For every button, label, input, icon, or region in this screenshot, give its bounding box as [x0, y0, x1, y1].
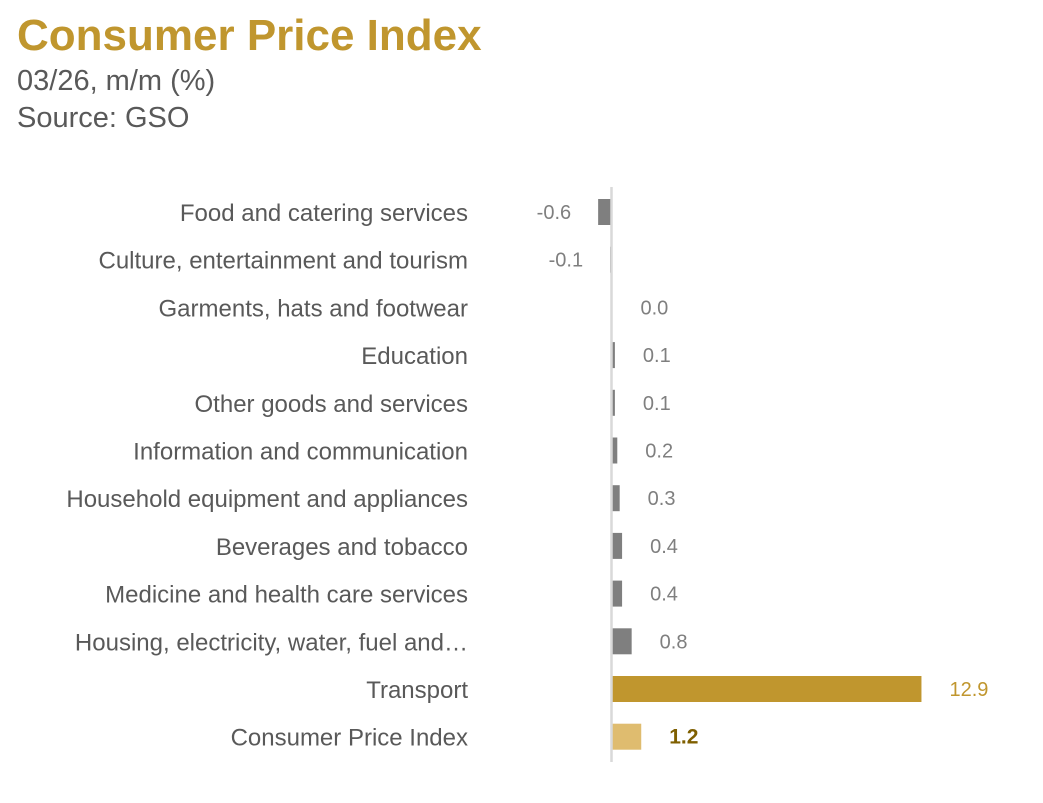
data-label: 0.8 [660, 631, 688, 653]
data-label: 0.1 [643, 393, 671, 415]
chart-title: Consumer Price Index [17, 11, 482, 60]
bar [612, 580, 623, 607]
bar [612, 342, 615, 369]
bar [612, 532, 623, 559]
data-label: -0.1 [549, 250, 583, 272]
data-label: -0.6 [537, 202, 571, 224]
category-label: Household equipment and appliances [66, 486, 468, 513]
category-label: Housing, electricity, water, fuel and… [75, 629, 468, 656]
bar [612, 628, 632, 655]
category-label: Beverages and tobacco [216, 534, 468, 561]
data-label: 0.4 [650, 536, 678, 558]
category-label: Education [361, 343, 468, 370]
bar [612, 437, 618, 464]
category-label: Garments, hats and footwear [159, 295, 469, 322]
bar [612, 389, 615, 416]
category-label: Medicine and health care services [105, 582, 468, 609]
chart-source: Source: GSO [17, 102, 190, 134]
data-label: 1.2 [669, 726, 698, 749]
data-label: 0.0 [641, 297, 669, 319]
category-label: Food and catering services [180, 200, 468, 227]
bar [612, 676, 922, 702]
data-label: 0.3 [648, 488, 676, 510]
category-label: Consumer Price Index [231, 725, 468, 752]
bar [612, 723, 642, 750]
data-label: 0.1 [643, 345, 671, 367]
chart-subtitle: 03/26, m/m (%) [17, 65, 216, 97]
category-label: Information and communication [133, 439, 468, 466]
category-label: Other goods and services [195, 391, 468, 418]
data-label: 12.9 [949, 679, 988, 701]
data-label: 0.2 [645, 441, 673, 463]
bar [598, 199, 613, 225]
category-label: Transport [366, 677, 468, 704]
bar [612, 485, 620, 512]
category-label: Culture, entertainment and tourism [98, 248, 468, 275]
data-label: 0.4 [650, 584, 678, 606]
